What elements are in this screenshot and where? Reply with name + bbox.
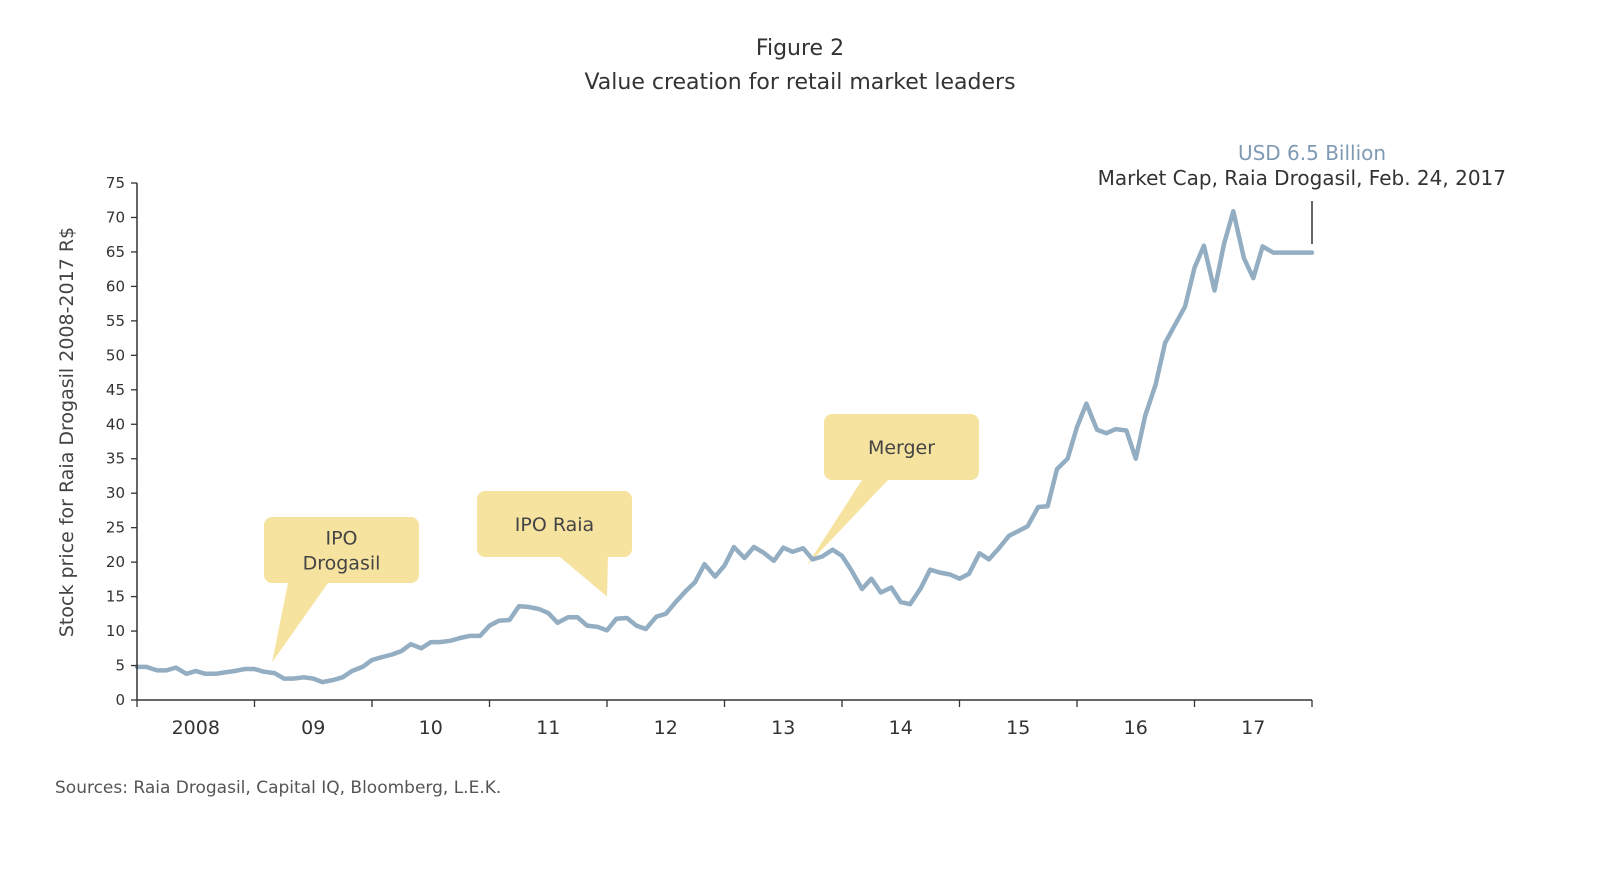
- series-line: [134, 209, 1315, 685]
- callout-box: [264, 517, 419, 583]
- y-tick-label: 35: [106, 450, 125, 468]
- y-tick-label: 25: [106, 519, 125, 537]
- y-tick-label: 70: [106, 208, 125, 226]
- y-tick-label: 0: [115, 691, 125, 709]
- y-tick-label: 40: [106, 415, 125, 433]
- x-tick-label: 12: [654, 717, 678, 739]
- callout-pointer: [806, 480, 888, 566]
- x-tick-label: 15: [1006, 717, 1030, 739]
- callout-text: IPO: [325, 528, 357, 550]
- x-tick-label: 17: [1241, 717, 1265, 739]
- x-tick-label: 11: [536, 717, 560, 739]
- x-tick-label: 14: [889, 717, 913, 739]
- series-line-layer: [134, 209, 1315, 685]
- callout-pointer: [560, 557, 608, 597]
- x-tick-label: 10: [419, 717, 443, 739]
- callout: Merger: [806, 414, 979, 566]
- y-tick-label: 50: [106, 346, 125, 364]
- x-tick-label: 13: [771, 717, 795, 739]
- y-tick-label: 60: [106, 277, 125, 295]
- figure-label: Figure 2: [755, 36, 845, 61]
- y-tick-label: 65: [106, 243, 125, 261]
- market-cap-value: USD 6.5 Billion: [1238, 141, 1386, 165]
- y-tick-label: 10: [106, 622, 125, 640]
- callout-box: [477, 491, 632, 557]
- axes: 0 5 10 15 20 25 30 35 40 45 50 55 60 65 70 75 2008 09 10 11…: [106, 174, 1313, 739]
- y-tick-label: 45: [106, 381, 125, 399]
- y-tick-label: 30: [106, 484, 125, 502]
- callout-text: Drogasil: [303, 553, 381, 575]
- callout-text: IPO Raia: [515, 514, 594, 536]
- callout-text: Merger: [868, 437, 935, 459]
- callout: IPO Raia: [477, 491, 632, 597]
- y-tick-label: 15: [106, 588, 125, 606]
- y-axis-label: Stock price for Raia Drogasil 2008-2017 …: [56, 227, 78, 637]
- market-cap-description: Market Cap, Raia Drogasil, Feb. 24, 2017: [1098, 166, 1506, 190]
- y-tick-label: 75: [106, 174, 125, 192]
- y-tick-label: 5: [115, 657, 125, 675]
- endpoint-annotation: USD 6.5 Billion Market Cap, Raia Drogasi…: [1098, 141, 1506, 244]
- callout-box: [824, 414, 979, 480]
- y-tick-label: 55: [106, 312, 125, 330]
- y-tick-label: 20: [106, 553, 125, 571]
- callout-pointer: [272, 583, 328, 663]
- callouts: IPO Drogasil IPO Raia Merger: [264, 414, 979, 663]
- x-tick-label: 2008: [172, 717, 220, 739]
- x-tick-label: 09: [301, 717, 325, 739]
- figure-title: Value creation for retail market leaders: [584, 70, 1016, 95]
- x-tick-label: 16: [1124, 717, 1148, 739]
- source-note: Sources: Raia Drogasil, Capital IQ, Bloo…: [55, 778, 502, 798]
- callout: IPO Drogasil: [264, 517, 419, 663]
